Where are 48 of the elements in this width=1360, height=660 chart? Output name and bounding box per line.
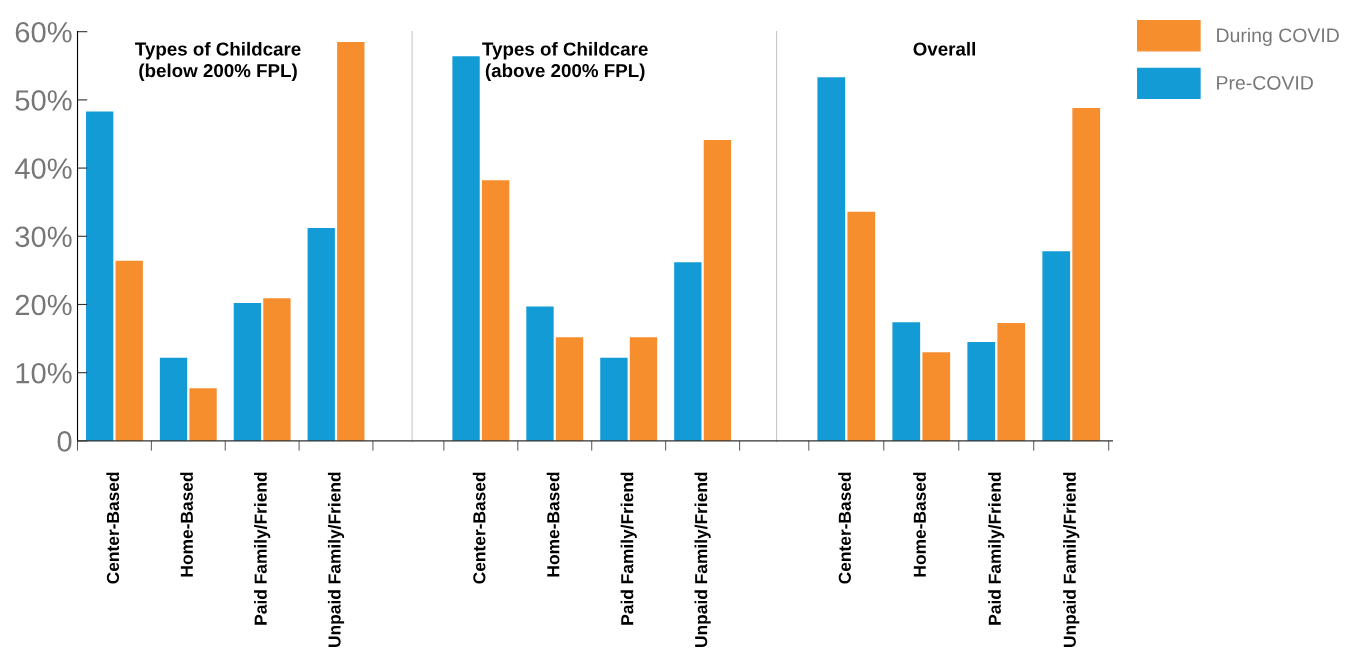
bar	[189, 388, 217, 441]
bar	[307, 228, 335, 441]
x-tick-label: Center-Based	[472, 472, 486, 584]
bar	[481, 180, 510, 441]
bar	[233, 303, 262, 441]
x-tick-label: Unpaid Family/Friend	[1063, 472, 1080, 647]
text: Types of Childcare (above 200% FPL)	[482, 41, 648, 81]
x-tick-label: Home-Based	[546, 472, 560, 577]
bar	[1072, 108, 1101, 441]
bar	[452, 56, 480, 441]
bar	[600, 357, 628, 441]
y-tick-label: 30%	[15, 226, 72, 248]
bar	[674, 262, 702, 441]
bar	[817, 77, 846, 441]
y-tick-label: 10%	[16, 362, 72, 384]
y-tick-label: 60%	[15, 21, 72, 43]
y-tick-label: 50%	[15, 90, 72, 111]
x-tick-label: Paid Family/Friend	[254, 472, 271, 625]
bar	[967, 341, 996, 441]
x-tick-label: Center-Based	[838, 472, 851, 584]
y-tick-label: 0	[57, 431, 72, 452]
text: Types of Childcare (below 200% FPL)	[135, 41, 301, 81]
bar	[922, 352, 951, 441]
x-tick-label: Unpaid Family/Friend	[694, 472, 711, 647]
bar	[847, 211, 876, 441]
bar	[337, 41, 365, 441]
x-tick-label: Center-Based	[106, 472, 120, 584]
x-tick-label: Paid Family/Friend	[988, 472, 1005, 625]
y-tick-label: 40%	[14, 158, 72, 179]
bar	[86, 111, 114, 441]
y-tick-label: 20%	[15, 294, 72, 316]
bar	[263, 298, 291, 441]
bar	[629, 337, 658, 441]
bar	[115, 260, 143, 441]
legend-label: Pre-COVID	[1217, 75, 1313, 90]
bar	[555, 337, 584, 441]
x-tick-label: Paid Family/Friend	[620, 472, 637, 625]
bar	[997, 322, 1026, 441]
bar	[1042, 251, 1071, 441]
x-tick-label: Home-Based	[180, 472, 193, 577]
legend-label: During COVID	[1217, 27, 1339, 47]
bar	[892, 322, 921, 441]
bar	[159, 357, 188, 441]
bar	[703, 140, 732, 441]
bar	[526, 306, 554, 441]
chart-title: Overall	[913, 41, 975, 56]
x-tick-label: Home-Based	[913, 472, 926, 577]
x-tick-label: Unpaid Family/Friend	[327, 472, 345, 647]
